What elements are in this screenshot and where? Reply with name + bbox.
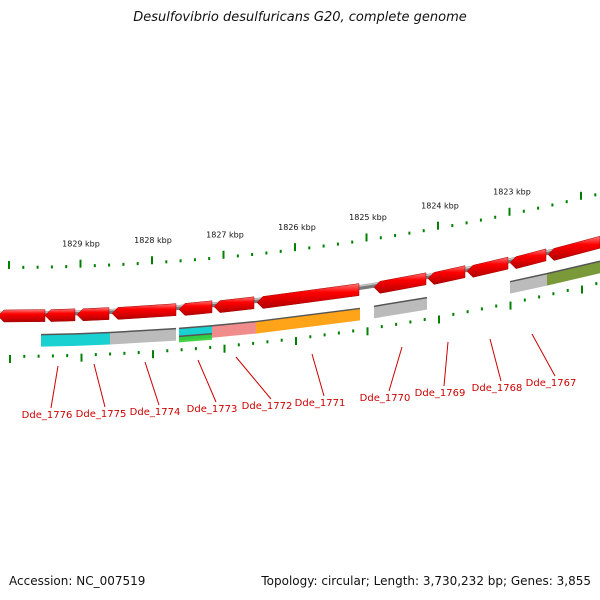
- gene-arrow: [256, 283, 360, 309]
- cog-block: [374, 297, 427, 319]
- gene-arrow: [547, 235, 600, 261]
- ruler-label: 1829 kbp: [62, 240, 100, 249]
- ruler-labels: 1829 kbp 1828 kbp 1827 kbp 1826 kbp 1825 kbp…: [62, 187, 531, 248]
- gene-arrow: [427, 265, 466, 285]
- gene-arrow: [76, 307, 110, 322]
- gene-label: Dde_1770: [360, 393, 411, 404]
- gene-label: Dde_1771: [295, 398, 346, 409]
- gene-label: Dde_1775: [76, 409, 127, 420]
- gene-leader-line: [235, 356, 272, 400]
- ruler-label: 1827 kbp: [206, 231, 244, 240]
- cog-block: [41, 333, 76, 347]
- page-title: Desulfovibrio desulfuricans G20, complet…: [133, 10, 467, 25]
- cog-block-edge: [255, 307, 361, 323]
- gene-label: Dde_1767: [526, 378, 577, 389]
- gene-arrow: [373, 272, 427, 294]
- cog-block-edge: [211, 320, 257, 327]
- gene-labels: Dde_1776 Dde_1775 Dde_1774 Dde_1773 Dde_1772…: [22, 378, 577, 421]
- gene-leader-line: [388, 346, 403, 392]
- gene-leaders: [50, 333, 556, 409]
- cog-block: [256, 308, 360, 334]
- gene-label: Dde_1773: [187, 404, 238, 415]
- accession-text: Accession: NC_007519: [9, 574, 146, 588]
- lower-ticks: [9, 282, 598, 363]
- ruler-ticks: [8, 191, 597, 269]
- gene-arrow: [213, 296, 255, 313]
- gene-label: Dde_1776: [22, 410, 73, 421]
- cog-block-edge: [178, 325, 213, 330]
- gene-leader-line: [93, 363, 106, 408]
- cog-block-edge: [109, 327, 177, 334]
- gene-label: Dde_1769: [415, 388, 466, 399]
- gene-arrow: [0, 309, 46, 323]
- cog-block-edge: [40, 333, 77, 336]
- ruler-label: 1826 kbp: [278, 223, 316, 232]
- gene-leader-line: [50, 365, 59, 409]
- gene-arrow: [466, 256, 509, 278]
- gene-arrow: [178, 300, 213, 316]
- gene-leader-line: [311, 353, 325, 397]
- gene-leader-line: [197, 359, 217, 403]
- cog-block-edge: [178, 333, 213, 338]
- ruler-label: 1828 kbp: [134, 236, 172, 245]
- gene-leader-line: [489, 338, 502, 382]
- ruler-label: 1825 kbp: [349, 213, 387, 222]
- topology-summary-text: Topology: circular; Length: 3,730,232 bp…: [261, 574, 591, 588]
- cog-block: [547, 261, 600, 286]
- cog-block: [110, 328, 176, 345]
- gene-leader-line: [531, 333, 556, 377]
- gene-arrow: [509, 248, 547, 269]
- cog-block: [212, 321, 256, 338]
- cog-block: [510, 273, 547, 294]
- ruler-label: 1824 kbp: [421, 201, 459, 210]
- gene-label: Dde_1772: [242, 401, 293, 412]
- gene-label: Dde_1768: [472, 383, 523, 394]
- cog-block-edge: [546, 260, 600, 275]
- gene-arrow: [111, 303, 177, 320]
- cog-block-edge: [75, 331, 111, 335]
- gene-blocks: [0, 235, 600, 323]
- cog-block-edge: [373, 296, 428, 308]
- gene-label: Dde_1774: [130, 407, 181, 418]
- cog-block: [76, 332, 110, 346]
- gene-leader-line: [443, 341, 449, 387]
- cog-block-edge: [509, 272, 548, 283]
- cog-blocks: [40, 260, 600, 347]
- ruler-label: 1823 kbp: [493, 187, 531, 196]
- gene-arrow: [44, 308, 76, 322]
- gene-leader-line: [144, 361, 160, 406]
